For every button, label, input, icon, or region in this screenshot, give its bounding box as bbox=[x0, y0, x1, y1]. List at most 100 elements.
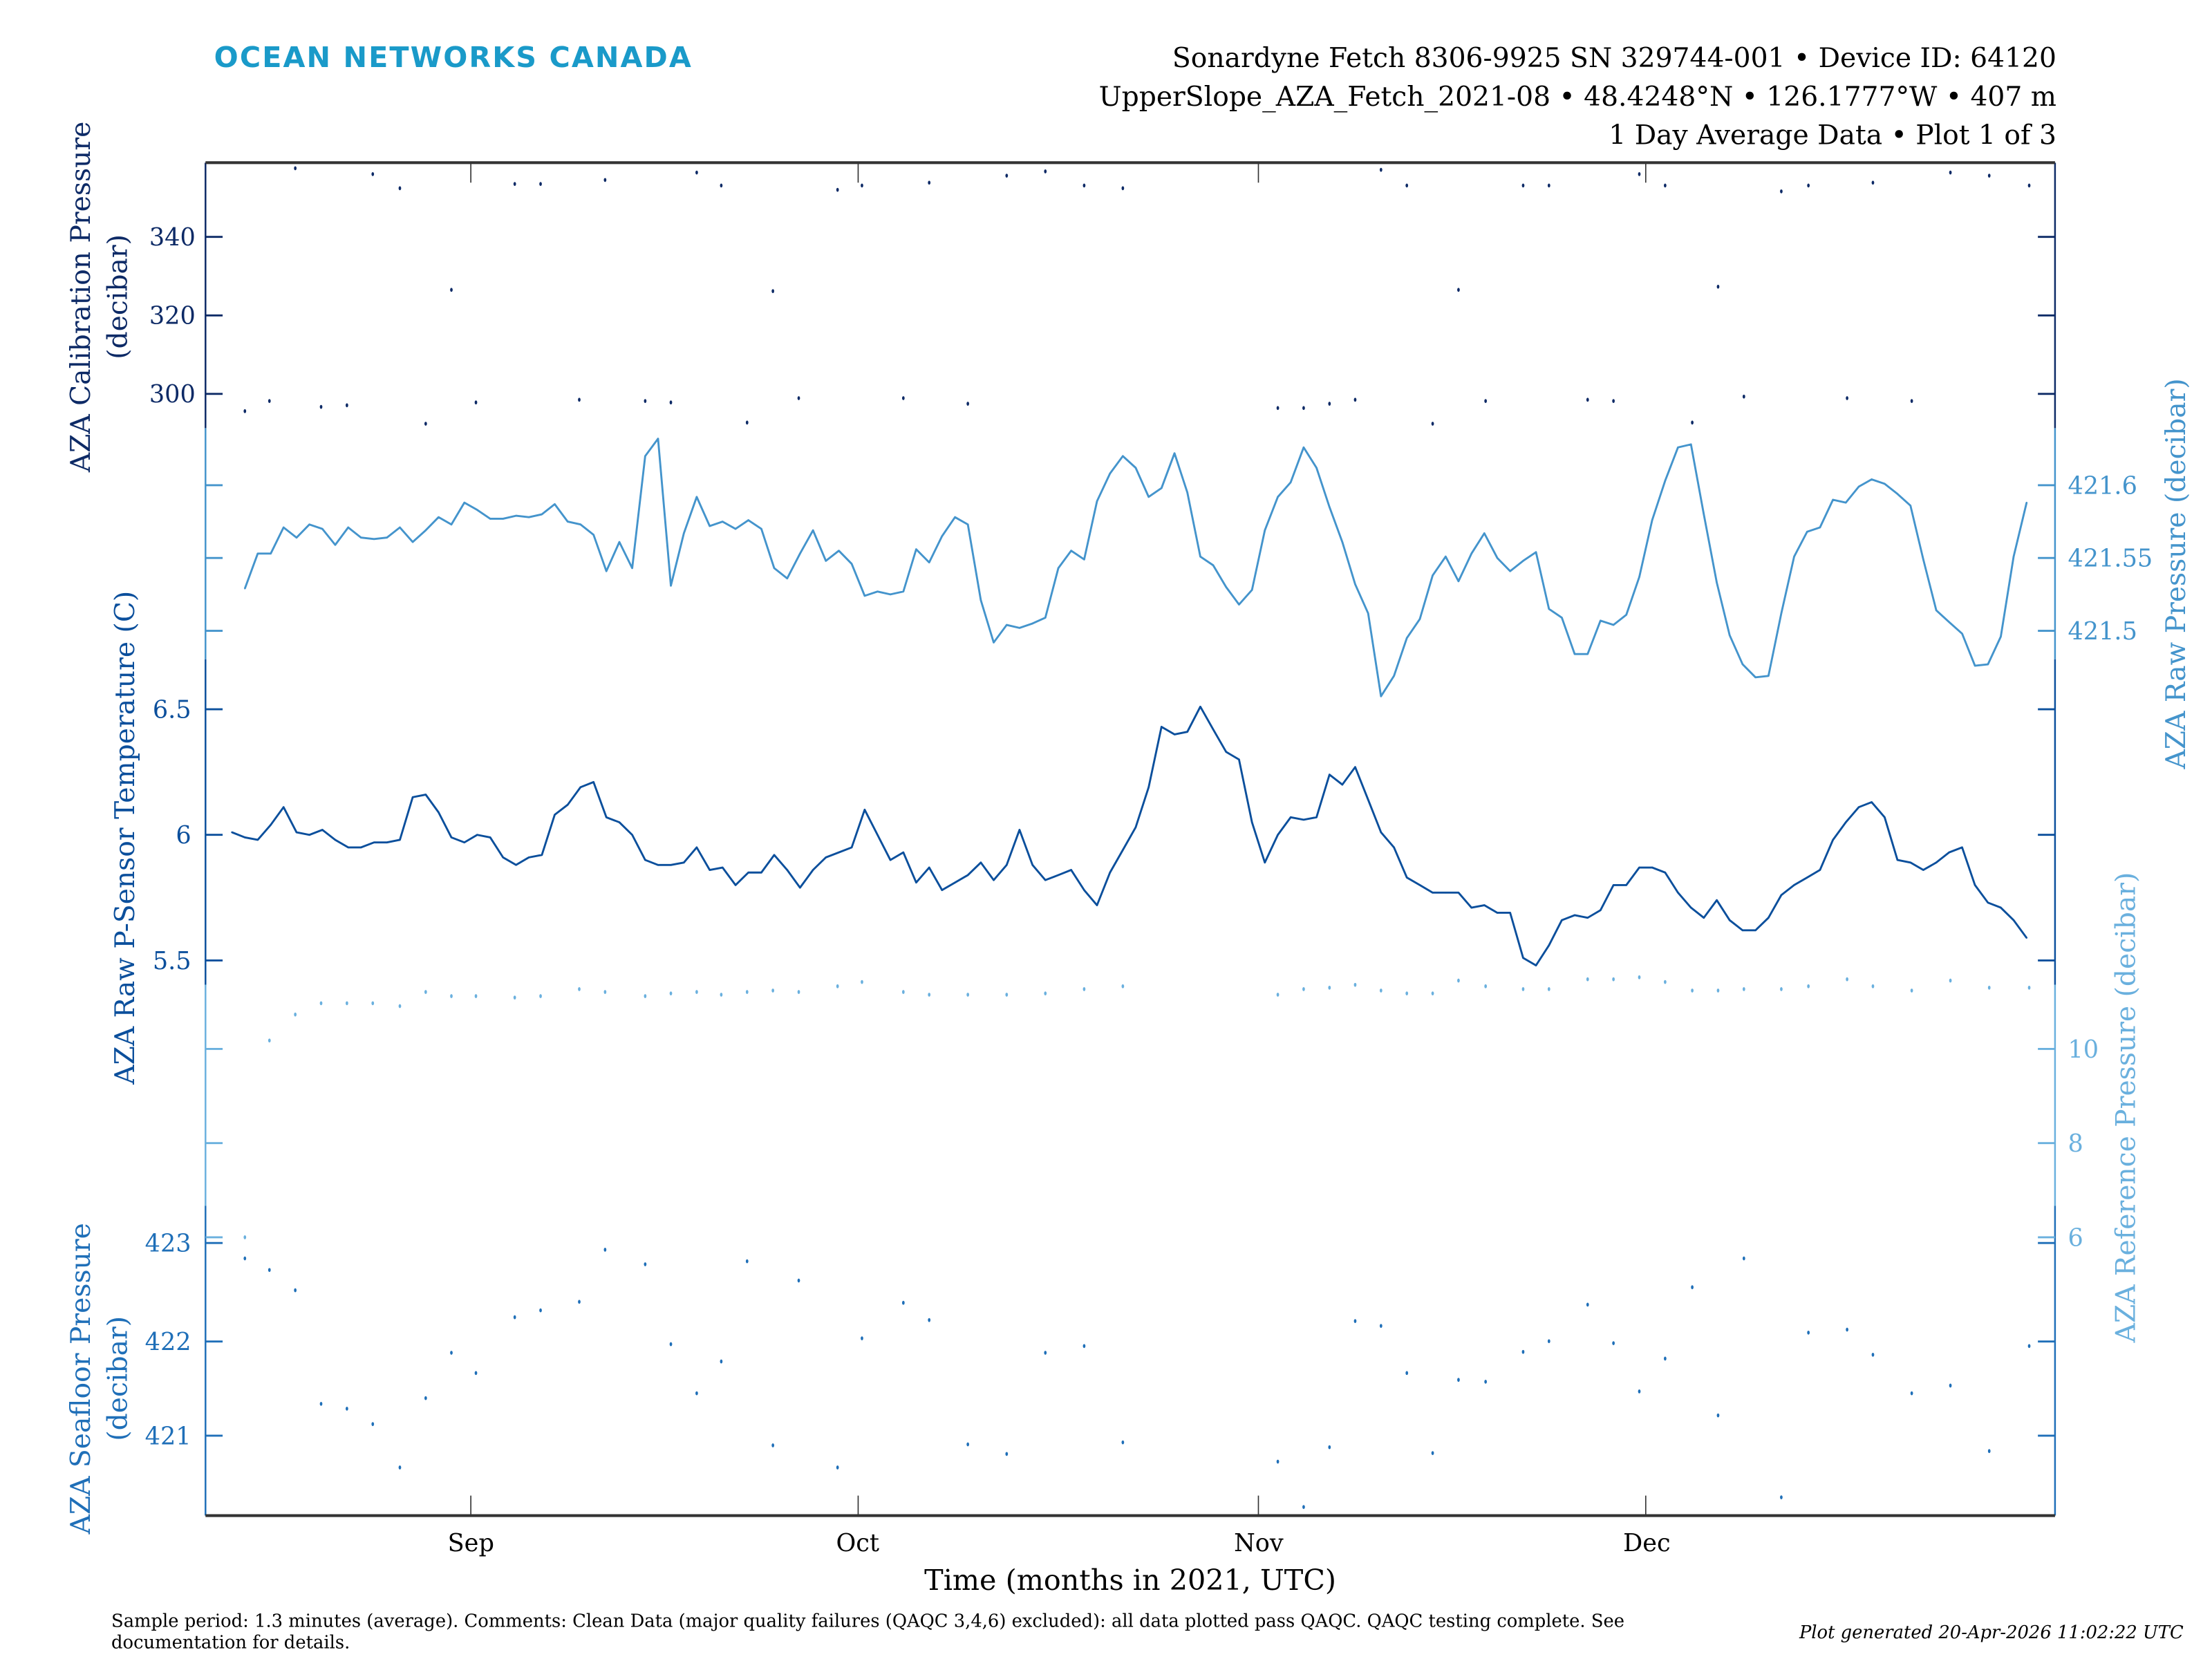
y-tick-ref-10: 10 bbox=[2068, 1035, 2099, 1064]
raw_pressure-point bbox=[1122, 455, 1124, 458]
temperature-point bbox=[463, 841, 466, 843]
seafloor-point bbox=[1910, 1391, 1913, 1396]
temperature-point bbox=[1354, 766, 1356, 768]
raw_pressure-point bbox=[321, 527, 324, 530]
temperature-point bbox=[1483, 904, 1485, 906]
raw_pressure-point bbox=[1225, 586, 1228, 588]
seafloor-point bbox=[346, 1406, 348, 1411]
raw_pressure-point bbox=[1380, 695, 1382, 697]
temperature-point bbox=[966, 874, 969, 877]
raw_pressure-point bbox=[1871, 478, 1873, 480]
reference-point bbox=[1664, 980, 1667, 984]
temperature-point bbox=[1857, 806, 1860, 808]
seafloor-point bbox=[371, 1422, 375, 1427]
temperature-point bbox=[1405, 877, 1408, 879]
y-label-seafloor: AZA Seafloor Pressure bbox=[66, 1223, 97, 1535]
calibration-point bbox=[424, 422, 427, 426]
raw_pressure-point bbox=[889, 593, 892, 596]
temperature-point bbox=[618, 821, 621, 823]
reference-point bbox=[695, 990, 698, 994]
seafloor-point bbox=[450, 1351, 453, 1355]
temperature-point bbox=[2012, 919, 2015, 921]
calibration-point bbox=[1638, 171, 1641, 176]
raw_pressure-point bbox=[1548, 608, 1550, 610]
seafloor-point bbox=[1457, 1378, 1460, 1382]
calibration-point bbox=[1846, 396, 1848, 400]
seafloor-point bbox=[1742, 1256, 1745, 1261]
raw_pressure-point bbox=[1083, 559, 1085, 561]
temperature-point bbox=[1586, 917, 1589, 919]
calibration-point bbox=[1949, 170, 1952, 175]
reference-point bbox=[928, 993, 931, 997]
temperature-point bbox=[1819, 869, 1821, 871]
raw_pressure-point bbox=[825, 560, 827, 562]
reference-point bbox=[319, 1001, 323, 1006]
raw_pressure-point bbox=[915, 548, 917, 550]
reference-point bbox=[1044, 991, 1047, 995]
temperature-point bbox=[1909, 861, 1912, 864]
temperature-point bbox=[1884, 816, 1886, 818]
reference-point bbox=[2027, 985, 2031, 990]
raw_pressure-point bbox=[1315, 467, 1318, 469]
temperature-point bbox=[1832, 838, 1834, 841]
raw_pressure-point bbox=[1405, 637, 1408, 639]
temperature-point bbox=[941, 889, 944, 891]
x-tick-label-dec: Dec bbox=[1623, 1529, 1671, 1557]
reference-point bbox=[1846, 977, 1848, 982]
raw_pressure-point bbox=[1470, 552, 1472, 555]
temperature-point bbox=[1470, 906, 1472, 909]
reference-point bbox=[603, 990, 607, 994]
temperature-point bbox=[1793, 884, 1795, 886]
x-axis-label: Time (months in 2021, UTC) bbox=[924, 1564, 1336, 1597]
site-info: UpperSlope_AZA_Fetch_2021-08 • 48.4248°N… bbox=[1099, 82, 2056, 113]
raw_pressure-point bbox=[1302, 446, 1305, 449]
raw_pressure-point bbox=[1186, 491, 1188, 494]
raw_pressure-point bbox=[1716, 581, 1718, 584]
raw_pressure-point bbox=[1457, 580, 1460, 583]
temperature-point bbox=[1561, 919, 1563, 921]
temperature-point bbox=[1018, 829, 1021, 831]
seafloor-point bbox=[243, 1256, 247, 1261]
temperature-point bbox=[411, 796, 414, 798]
raw_pressure-point bbox=[1806, 531, 1808, 533]
raw_pressure-point bbox=[308, 523, 310, 525]
raw_pressure-point bbox=[567, 521, 569, 523]
raw_pressure-point bbox=[1147, 496, 1150, 498]
reference-point bbox=[966, 993, 970, 997]
temperature-point bbox=[1922, 869, 1924, 871]
raw_pressure-point bbox=[1664, 480, 1667, 482]
calibration-point bbox=[836, 187, 839, 192]
raw_pressure-point bbox=[424, 529, 427, 532]
brand-logo-text: OCEAN NETWORKS CANADA bbox=[214, 41, 693, 74]
y-label-calibration: AZA Calibration Pressure bbox=[66, 122, 97, 474]
raw_pressure-point bbox=[360, 536, 362, 538]
temperature-point bbox=[1625, 884, 1627, 886]
seafloor-point bbox=[1484, 1379, 1488, 1384]
temperature-point bbox=[295, 831, 298, 834]
temperature-point bbox=[373, 841, 375, 843]
seafloor-point bbox=[603, 1248, 607, 1252]
reference-point bbox=[1780, 987, 1783, 991]
seafloor-point bbox=[1716, 1413, 1720, 1418]
temperature-point bbox=[1612, 884, 1615, 886]
raw_pressure-point bbox=[347, 526, 349, 529]
raw_pressure-point bbox=[1741, 663, 1744, 666]
plot-subtitle: 1 Day Average Data • Plot 1 of 3 bbox=[1609, 120, 2056, 151]
raw_pressure-point bbox=[399, 526, 401, 529]
calibration-point bbox=[745, 420, 749, 425]
raw_pressure-point bbox=[1109, 472, 1112, 475]
temperature-point bbox=[1057, 874, 1060, 877]
seafloor-point bbox=[319, 1401, 323, 1406]
raw_pressure-point bbox=[1483, 532, 1485, 534]
seafloor-point bbox=[1586, 1302, 1589, 1307]
raw_pressure-point bbox=[476, 509, 478, 511]
temperature-point bbox=[515, 864, 517, 866]
raw_pressure-point bbox=[812, 529, 814, 532]
temperature-point bbox=[1445, 892, 1447, 894]
temperature-point bbox=[438, 811, 440, 814]
y-tick-seafloor-422: 422 bbox=[145, 1328, 191, 1356]
calibration-point bbox=[1044, 169, 1047, 174]
calibration-point bbox=[669, 400, 673, 405]
raw_pressure-point bbox=[631, 567, 633, 570]
